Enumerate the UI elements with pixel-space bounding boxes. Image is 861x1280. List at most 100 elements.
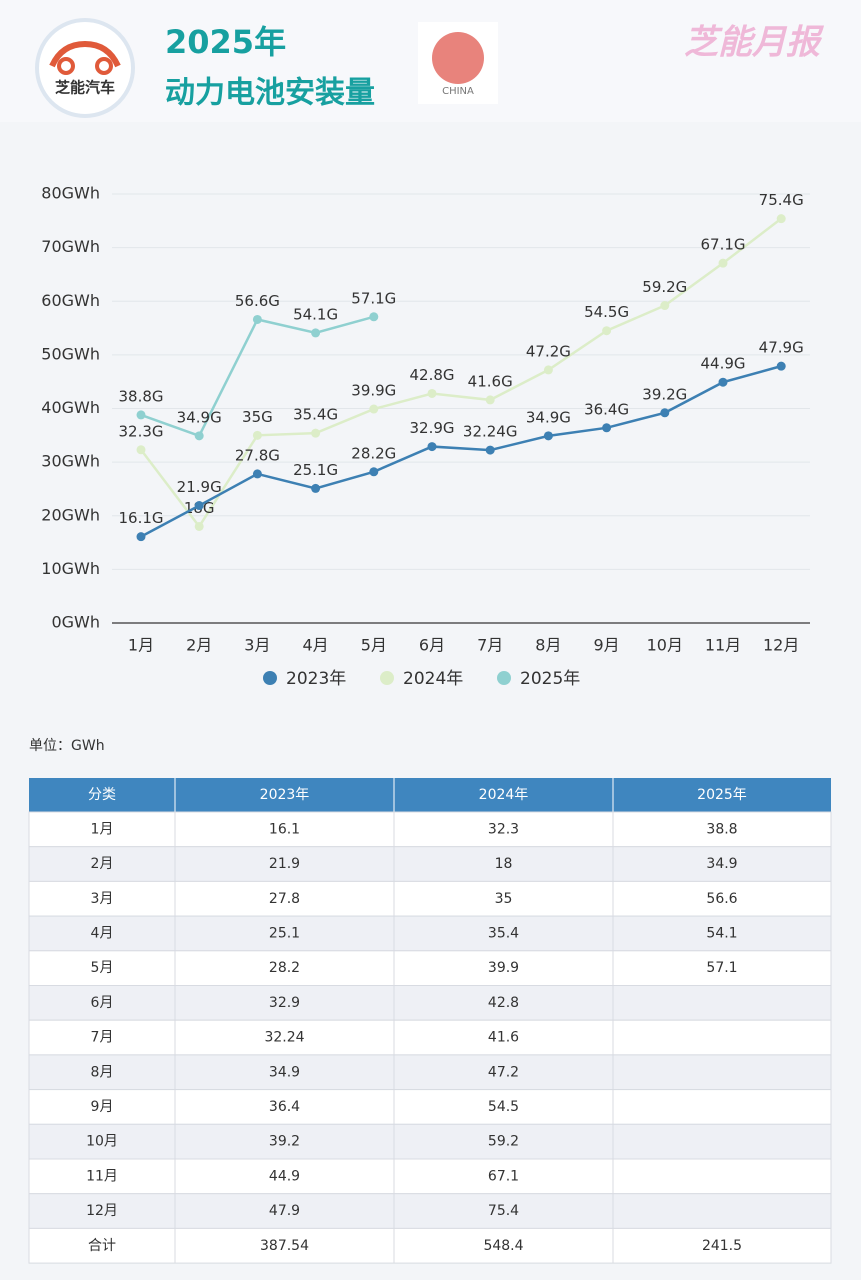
value-label: 34.9G (177, 408, 222, 426)
point (311, 483, 321, 493)
cell: 47.9 (269, 1203, 300, 1219)
y-tick-label: 80GWh (41, 184, 100, 203)
cell: 1月 (91, 821, 114, 837)
x-tick-label: 12月 (763, 636, 799, 655)
cell: 9月 (91, 1099, 114, 1115)
value-label: 32.24G (463, 423, 518, 441)
cell: 3月 (91, 891, 114, 907)
point (427, 388, 437, 398)
y-tick-label: 30GWh (41, 452, 100, 471)
row-bg (28, 1158, 832, 1195)
value-label: 57.1G (351, 289, 396, 307)
row-bg (28, 1193, 832, 1229)
point (311, 428, 321, 438)
cell: 38.8 (706, 821, 737, 837)
cell: 39.2 (269, 1134, 300, 1150)
row-bg (28, 1089, 832, 1125)
x-tick-label: 7月 (477, 636, 503, 655)
row-bg (28, 880, 832, 917)
cell: 41.6 (488, 1030, 519, 1046)
brand: 芝能月报 (684, 23, 825, 63)
point (543, 365, 553, 375)
x-tick-label: 3月 (244, 636, 270, 655)
point (427, 442, 437, 452)
y-tick-label: 20GWh (41, 505, 100, 524)
value-label: 41.6G (468, 372, 513, 390)
cell: 32.24 (264, 1030, 304, 1046)
series-line (140, 217, 782, 529)
value-label: 47.2G (526, 342, 571, 360)
point (660, 301, 670, 311)
x-tick-label: 9月 (594, 636, 620, 655)
value-label: 35.4G (293, 406, 338, 424)
point (776, 214, 786, 224)
cell: 387.54 (260, 1238, 309, 1254)
cell: 54.1 (706, 925, 737, 941)
logo-wheel (95, 57, 113, 75)
cell: 25.1 (269, 925, 300, 941)
logo-wheel (57, 57, 75, 75)
point (602, 423, 612, 433)
row-bg (28, 811, 832, 848)
point (660, 408, 670, 418)
cell: 56.6 (706, 891, 737, 907)
legend-swatch (380, 671, 394, 685)
point (718, 258, 728, 268)
value-label: 25.1G (293, 461, 338, 479)
subtitle: 动力电池安装量 (165, 76, 375, 111)
value-label: 47.9G (759, 339, 804, 357)
row-bg (28, 1054, 832, 1091)
point (252, 469, 262, 479)
cell: 21.9 (269, 856, 300, 872)
legend-swatch (263, 671, 277, 685)
header-cell: 分类 (88, 787, 116, 803)
x-tick-label: 5月 (361, 636, 387, 655)
point (252, 430, 262, 440)
logo-circle (35, 18, 135, 118)
point (369, 467, 379, 477)
value-label: 16.1G (118, 509, 163, 527)
logo-car (49, 40, 121, 68)
x-tick-label: 8月 (535, 636, 561, 655)
x-tick-label: 1月 (128, 636, 154, 655)
header-cell: 2025年 (697, 787, 747, 803)
cell: 12月 (86, 1203, 118, 1219)
point (543, 431, 553, 441)
unit: 单位：GWh (29, 738, 105, 754)
cell: 67.1 (488, 1168, 519, 1184)
cell: 32.9 (269, 995, 300, 1011)
y-tick-label: 50GWh (41, 344, 100, 363)
value-label: 38.8G (118, 387, 163, 405)
cell: 28.2 (269, 960, 300, 976)
row-bg (28, 1123, 832, 1160)
cell: 34.9 (706, 856, 737, 872)
y-tick-label: 10GWh (41, 559, 100, 578)
value-label: 59.2G (642, 278, 687, 296)
point (602, 326, 612, 336)
cell: 35 (495, 891, 513, 907)
row-bg (28, 915, 832, 952)
point (136, 410, 146, 420)
table-header-bg (29, 778, 831, 812)
cell: 75.4 (488, 1203, 519, 1219)
cell: 59.2 (488, 1134, 519, 1150)
series-line (140, 364, 782, 538)
cell: 18 (495, 856, 513, 872)
cell: 7月 (91, 1030, 114, 1046)
point (194, 431, 204, 441)
cell: 548.4 (483, 1238, 523, 1254)
cell: 34.9 (269, 1064, 300, 1080)
cell: 47.2 (488, 1064, 519, 1080)
point (136, 532, 146, 542)
cell: 10月 (86, 1134, 118, 1150)
logo-text: 芝能汽车 (55, 79, 115, 97)
point (311, 328, 321, 338)
row-bg (28, 846, 832, 882)
point (252, 314, 262, 324)
x-tick-label: 2月 (186, 636, 212, 655)
value-label: 32.3G (118, 422, 163, 440)
cell: 57.1 (706, 960, 737, 976)
cell: 27.8 (269, 891, 300, 907)
legend-label: 2024年 (403, 669, 463, 689)
